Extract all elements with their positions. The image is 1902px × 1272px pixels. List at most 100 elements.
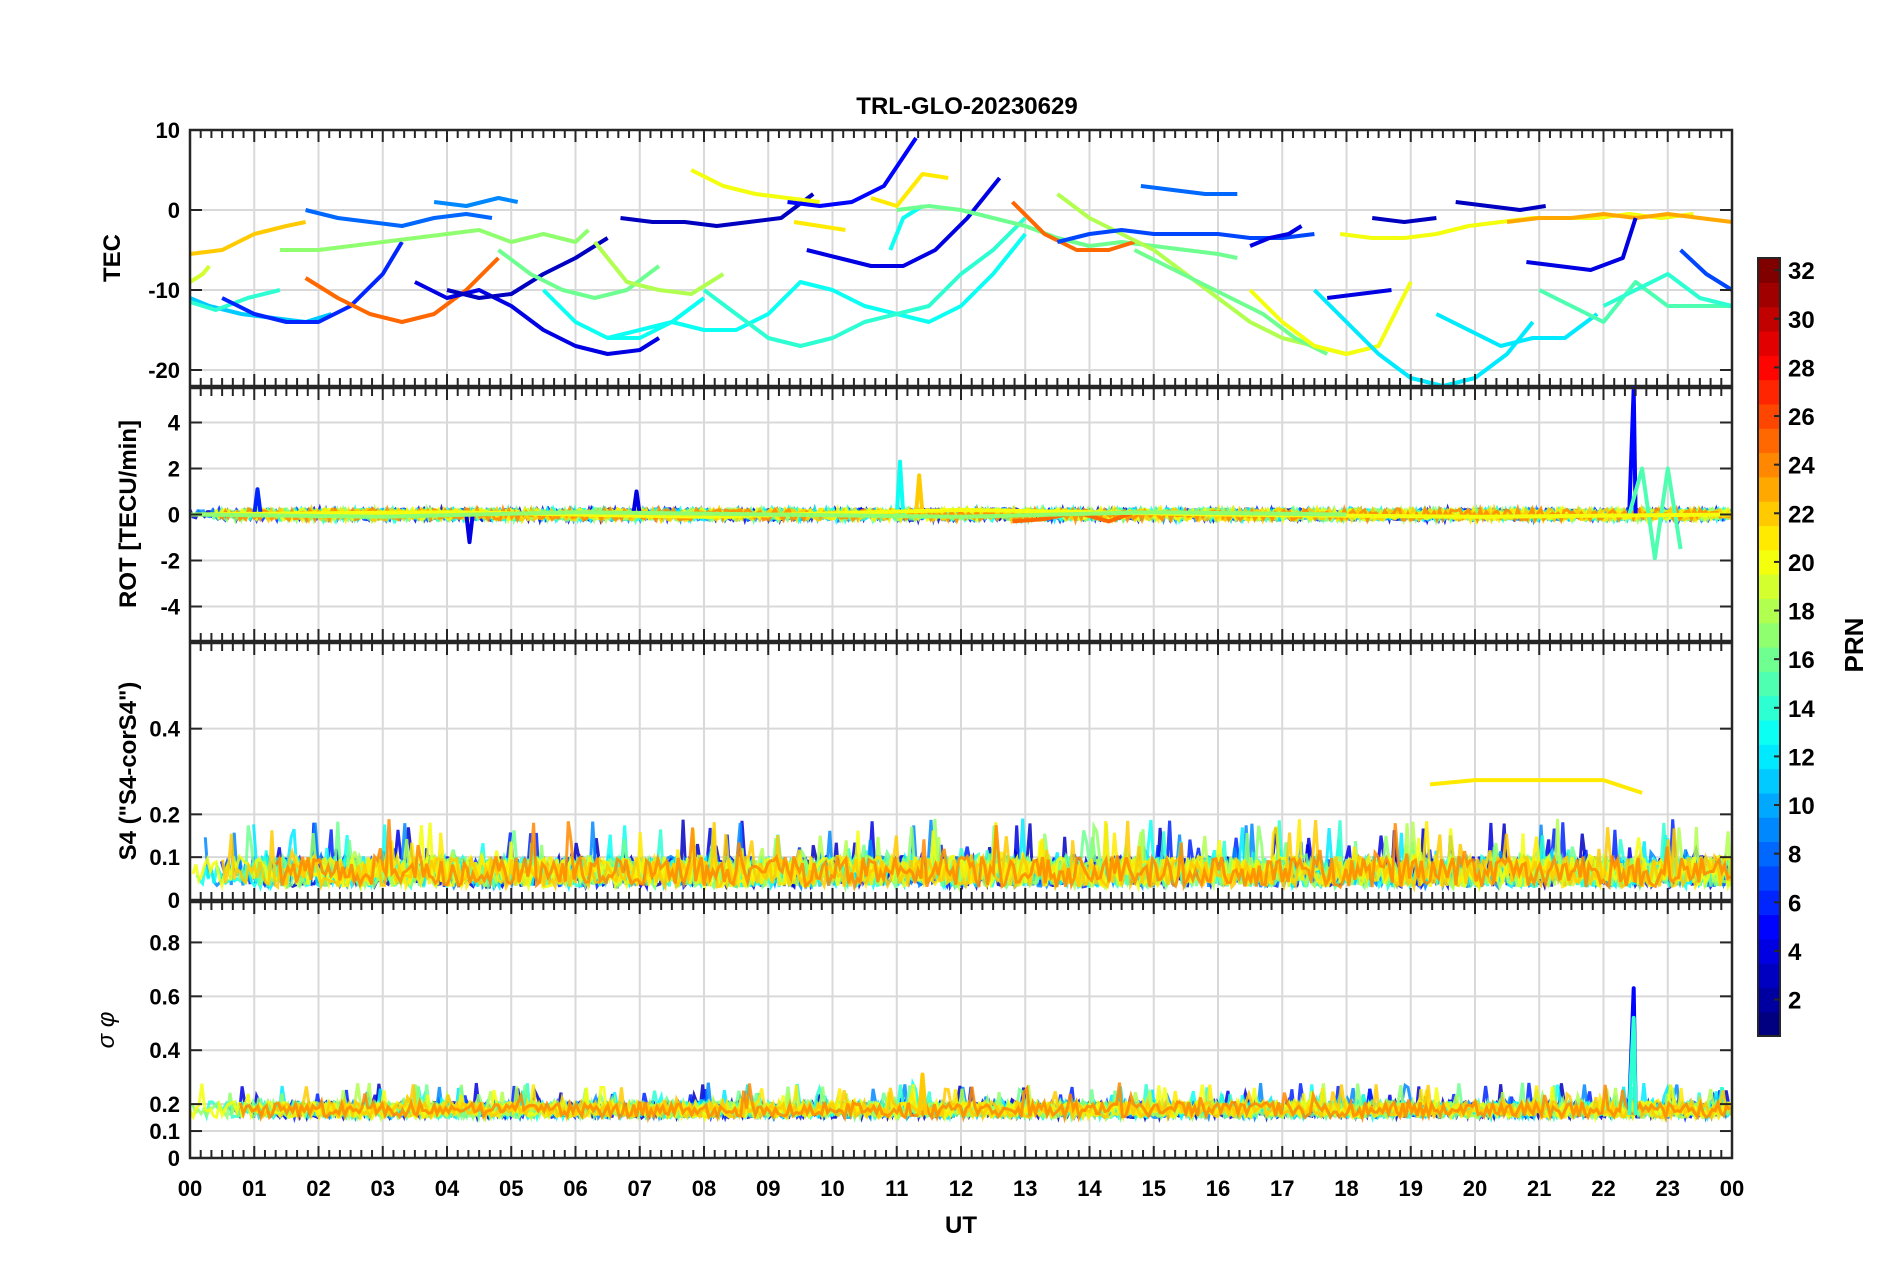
- colorbar-tick-label: 12: [1788, 744, 1815, 771]
- colorbar-segment: [1758, 282, 1780, 308]
- panel-rot: -4 -2 0 2 4 ROT [TECU/min]: [115, 386, 1734, 643]
- y-tick-label: -4: [160, 595, 180, 620]
- y-tick-label: 0.4: [149, 717, 180, 742]
- colorbar-segment: [1758, 841, 1780, 867]
- series-line-prn-13: [894, 459, 906, 515]
- noise-trace: [221, 819, 1734, 893]
- y-tick-label: 0.6: [149, 984, 180, 1009]
- series-line-prn-15: [1538, 280, 1732, 324]
- colorbar-border: [1757, 257, 1781, 1037]
- colorbar-segment: [1758, 768, 1780, 794]
- series-line-prn-14: [1602, 272, 1733, 308]
- series-line-prn-23: [1506, 212, 1733, 224]
- noise-trace: [274, 819, 1732, 892]
- x-tick-label: 18: [1334, 1176, 1358, 1201]
- colorbar-segment: [1758, 452, 1780, 478]
- series-line-prn-14: [702, 216, 1027, 348]
- y-tick-label: -20: [148, 358, 180, 383]
- colorbar-segment: [1758, 719, 1780, 745]
- x-tick-label: 02: [306, 1176, 330, 1201]
- colorbar-tick-label: 14: [1788, 696, 1815, 723]
- x-tick-label: 03: [371, 1176, 395, 1201]
- series-line-prn-3: [620, 192, 815, 228]
- y-tick-label: 4: [168, 411, 181, 436]
- series-line-prn-22: [917, 1072, 928, 1116]
- series-line-prn-4: [1249, 224, 1303, 248]
- x-tick-label: 08: [692, 1176, 716, 1201]
- x-tick-label: 00: [178, 1176, 202, 1201]
- series-line-prn-4: [806, 176, 1002, 268]
- series-line-prn-8: [1140, 184, 1238, 196]
- x-tick-label: 23: [1656, 1176, 1680, 1201]
- x-tick-label: 21: [1527, 1176, 1551, 1201]
- colorbar-segment: [1758, 938, 1780, 964]
- panel-tec: -20 -10 0 10 TEC: [99, 118, 1734, 388]
- x-tick-label: 14: [1077, 1176, 1102, 1201]
- x-tick-label: 20: [1463, 1176, 1487, 1201]
- colorbar-segment: [1758, 428, 1780, 454]
- series-line-prn-4: [464, 514, 475, 545]
- x-tick-label: 00: [1720, 1176, 1744, 1201]
- series-line-prn-16: [497, 248, 661, 300]
- x-tick-label: 17: [1270, 1176, 1294, 1201]
- series-line-prn-16: [1133, 248, 1329, 356]
- colorbar-tick-label: 28: [1788, 355, 1815, 382]
- colorbar-segment: [1758, 695, 1780, 721]
- series-line-prn-12: [1312, 288, 1535, 388]
- series-line-prn-8: [305, 208, 493, 228]
- y-tick-label: 10: [156, 118, 180, 143]
- series-line-prn-4: [414, 280, 661, 356]
- series-line-prn-17: [279, 228, 590, 252]
- colorbar-segment: [1758, 744, 1780, 770]
- panel-rot-series: [189, 386, 1733, 561]
- colorbar-segment: [1758, 987, 1780, 1013]
- x-tick-label: 09: [756, 1176, 780, 1201]
- series-line-prn-6: [252, 487, 263, 515]
- colorbar-tick-label: 32: [1788, 258, 1815, 285]
- series-line-prn-6: [221, 240, 404, 324]
- panel-tec-ylabel: TEC: [99, 234, 126, 282]
- panel-border: [188, 900, 1734, 1160]
- colorbar-tick-label: 16: [1788, 647, 1815, 674]
- series-line-prn-21: [1429, 778, 1643, 795]
- colorbar-segment: [1758, 622, 1780, 648]
- colorbar-tick-label: 26: [1788, 404, 1815, 431]
- y-tick-label: 2: [168, 457, 180, 482]
- series-line-prn-19: [188, 264, 211, 284]
- colorbar-segment: [1758, 890, 1780, 916]
- series-line-prn-3: [1371, 216, 1437, 224]
- panel-s4-series: [1429, 778, 1643, 795]
- series-line-prn-3: [446, 236, 609, 300]
- colorbar-segment: [1758, 330, 1780, 356]
- series-line-prn-17: [189, 510, 1347, 519]
- series-line-prn-22: [189, 220, 307, 256]
- series-line-prn-4: [1526, 217, 1638, 272]
- y-tick-label: 0.4: [149, 1038, 180, 1063]
- colorbar-segment: [1758, 817, 1780, 843]
- noise-trace: [283, 819, 1731, 892]
- panel-rot-ylabel: ROT [TECU/min]: [115, 420, 142, 608]
- colorbar-segment: [1758, 963, 1780, 988]
- x-tick-label: 07: [628, 1176, 652, 1201]
- series-line-prn-18: [1056, 192, 1347, 356]
- noise-trace: [239, 1082, 1731, 1124]
- x-tick-label: 22: [1591, 1176, 1615, 1201]
- y-tick-label: 0.1: [149, 1119, 180, 1144]
- panel-sigma-series: [917, 986, 1638, 1116]
- colorbar-segment: [1758, 1011, 1780, 1037]
- colorbar-tick-label: 10: [1788, 793, 1815, 820]
- series-line-prn-20: [690, 168, 820, 204]
- colorbar-segment: [1758, 914, 1780, 940]
- series-line-prn-9: [433, 196, 519, 208]
- colorbar-label: PRN: [1839, 618, 1869, 673]
- colorbar-tick-label: 22: [1788, 501, 1815, 528]
- colorbar-segment: [1758, 574, 1780, 599]
- x-tick-label: 10: [820, 1176, 844, 1201]
- colorbar-segment: [1758, 671, 1780, 697]
- panel-sigma-ticks: 00.10.2 0.4 0.6 0.8: [149, 900, 1734, 1171]
- x-tick-label: 16: [1206, 1176, 1230, 1201]
- panel-rot-ticks: -4 -2 0 2 4: [160, 386, 1734, 643]
- colorbar-segment: [1758, 355, 1780, 381]
